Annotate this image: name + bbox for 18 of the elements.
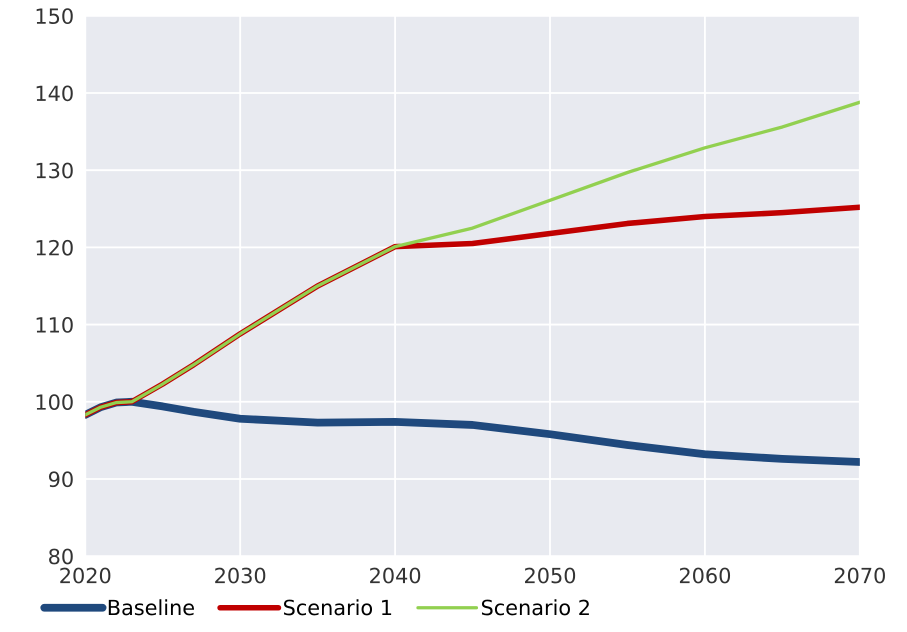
x-tick-label: 2020	[60, 568, 110, 584]
y-tick-label: 110	[36, 317, 73, 333]
x-tick-label: 2030	[215, 568, 266, 584]
legend-label: Scenario 1	[284, 599, 392, 616]
legend-label: Scenario 2	[482, 599, 589, 616]
y-tick-label: 80	[49, 548, 73, 564]
x-tick-label: 2050	[525, 568, 576, 584]
legend-label: Baseline	[108, 599, 194, 616]
y-tick-label: 130	[36, 162, 73, 178]
y-tick-label: 120	[36, 240, 73, 256]
y-tick-label: 140	[36, 85, 73, 102]
x-tick-label: 2040	[370, 568, 420, 584]
x-tick-label: 2070	[834, 568, 885, 584]
y-tick-label: 90	[48, 471, 73, 488]
line-series	[85, 100, 860, 417]
y-tick-label: 100	[36, 394, 73, 410]
x-tick-label: 2060	[680, 568, 730, 584]
y-tick-label: 150	[36, 8, 73, 24]
